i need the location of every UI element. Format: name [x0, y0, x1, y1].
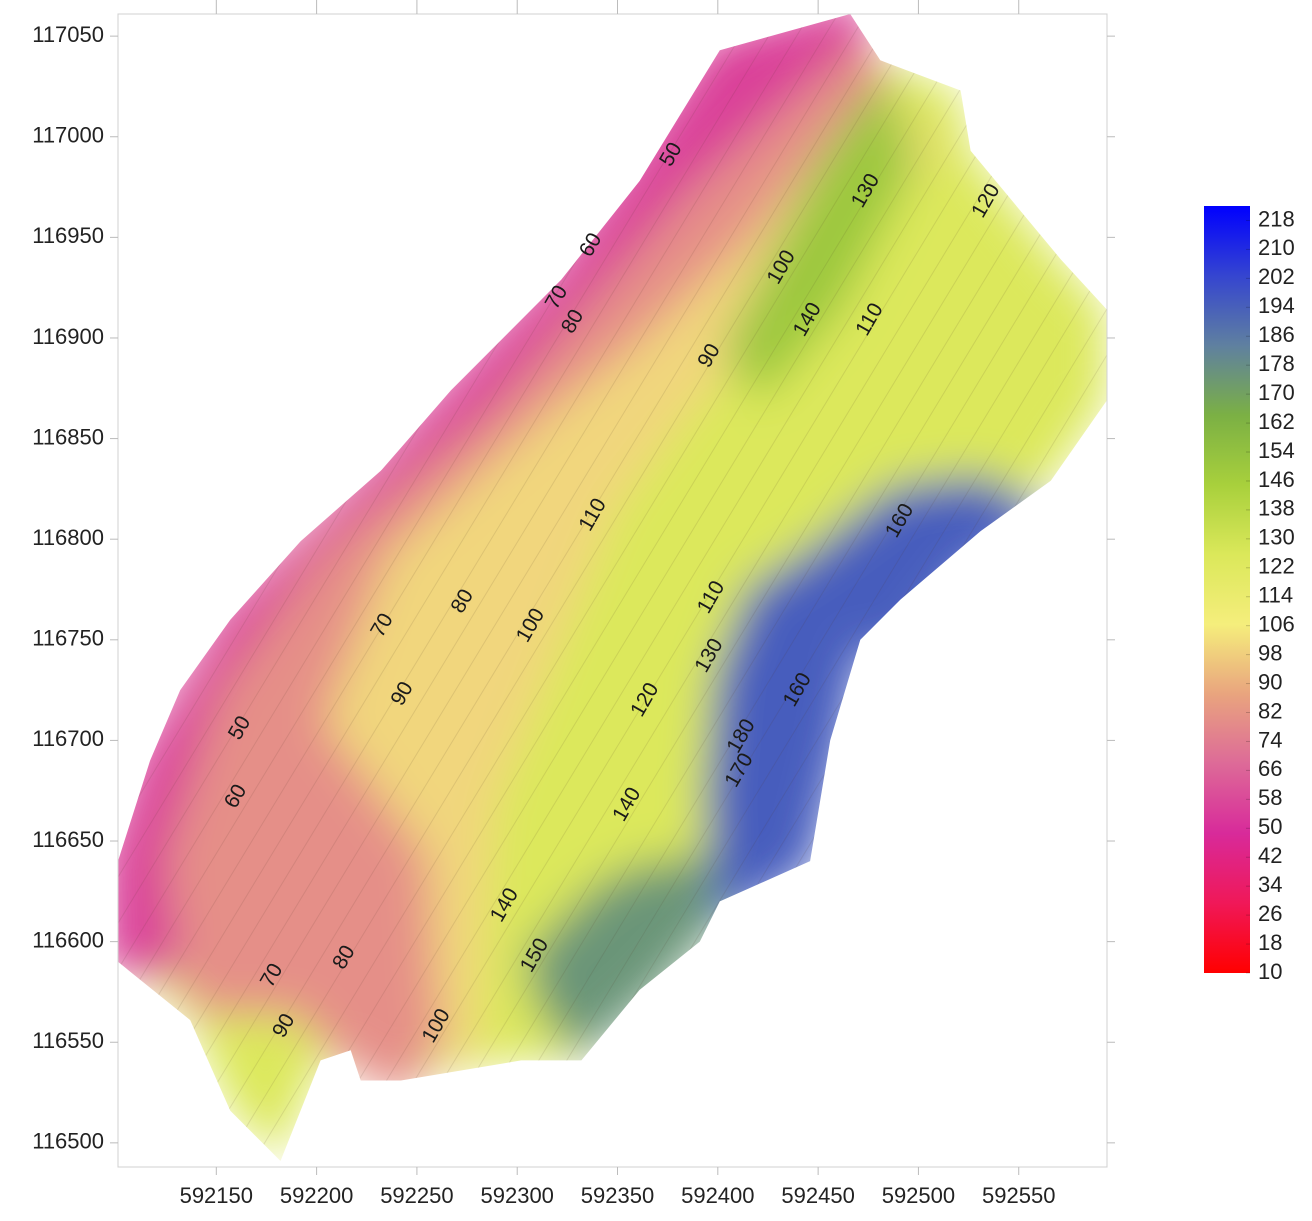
x-tick-label: 592450	[781, 1183, 854, 1208]
colorbar-label: 90	[1258, 669, 1282, 694]
colorbar-label: 130	[1258, 525, 1295, 550]
colorbar-label: 42	[1258, 843, 1282, 868]
colorbar-label: 194	[1258, 293, 1295, 318]
x-tick-label: 592300	[481, 1183, 554, 1208]
colorbar-label: 18	[1258, 930, 1282, 955]
y-tick-label: 116950	[32, 223, 104, 248]
colorbar-label: 34	[1258, 872, 1282, 897]
colorbar-label: 82	[1258, 698, 1282, 723]
y-tick-label: 117000	[32, 123, 104, 148]
y-tick-label: 116600	[32, 927, 104, 952]
colorbar-label: 50	[1258, 814, 1282, 839]
chart: 5060708090100140110130120110160708010011…	[0, 0, 1312, 1216]
colorbar-label: 106	[1258, 611, 1295, 636]
x-tick-label: 592400	[681, 1183, 754, 1208]
x-tick-label: 592250	[380, 1183, 453, 1208]
y-tick-label: 116650	[32, 827, 104, 852]
colorbar-label: 210	[1258, 235, 1295, 260]
colorbar-label: 10	[1258, 959, 1282, 984]
colorbar-label: 154	[1258, 438, 1295, 463]
colorbar-label: 170	[1258, 380, 1295, 405]
y-tick-label: 116800	[32, 525, 104, 550]
x-tick-label: 592350	[581, 1183, 654, 1208]
colorbar-label: 178	[1258, 351, 1295, 376]
colorbar-label: 122	[1258, 554, 1295, 579]
colorbar-label: 114	[1258, 583, 1293, 608]
colorbar-label: 162	[1258, 409, 1295, 434]
colorbar-label: 146	[1258, 467, 1295, 492]
page: {"chart_data": { "type": "contour", "xli…	[0, 0, 1312, 1216]
colorbar-label: 74	[1258, 727, 1282, 752]
colorbar-label: 218	[1258, 206, 1295, 231]
y-tick-label: 116750	[32, 626, 104, 651]
y-tick-label: 116700	[32, 726, 104, 751]
surface	[0, 14, 1312, 1167]
y-tick-label: 116500	[32, 1129, 104, 1154]
colorbar: 218 210 202 194 186 178 170 162 154 146 138 130 122 1…	[1204, 206, 1295, 984]
y-tick-label: 116900	[32, 324, 104, 349]
x-tick-label: 592200	[280, 1183, 353, 1208]
x-tick-label: 592500	[882, 1183, 955, 1208]
colorbar-label: 58	[1258, 785, 1282, 810]
x-tick-label: 592550	[982, 1183, 1055, 1208]
colorbar-label: 202	[1258, 264, 1295, 289]
colorbar-label: 138	[1258, 496, 1295, 521]
colorbar-label: 26	[1258, 901, 1282, 926]
x-tick-label: 592150	[180, 1183, 253, 1208]
colorbar-label: 66	[1258, 756, 1282, 781]
y-tick-label: 116550	[32, 1028, 104, 1053]
colorbar-label: 186	[1258, 322, 1295, 347]
colorbar-scale	[1204, 206, 1250, 973]
y-tick-label: 116850	[32, 424, 104, 449]
colorbar-label: 98	[1258, 640, 1282, 665]
y-tick-label: 117050	[32, 22, 104, 47]
